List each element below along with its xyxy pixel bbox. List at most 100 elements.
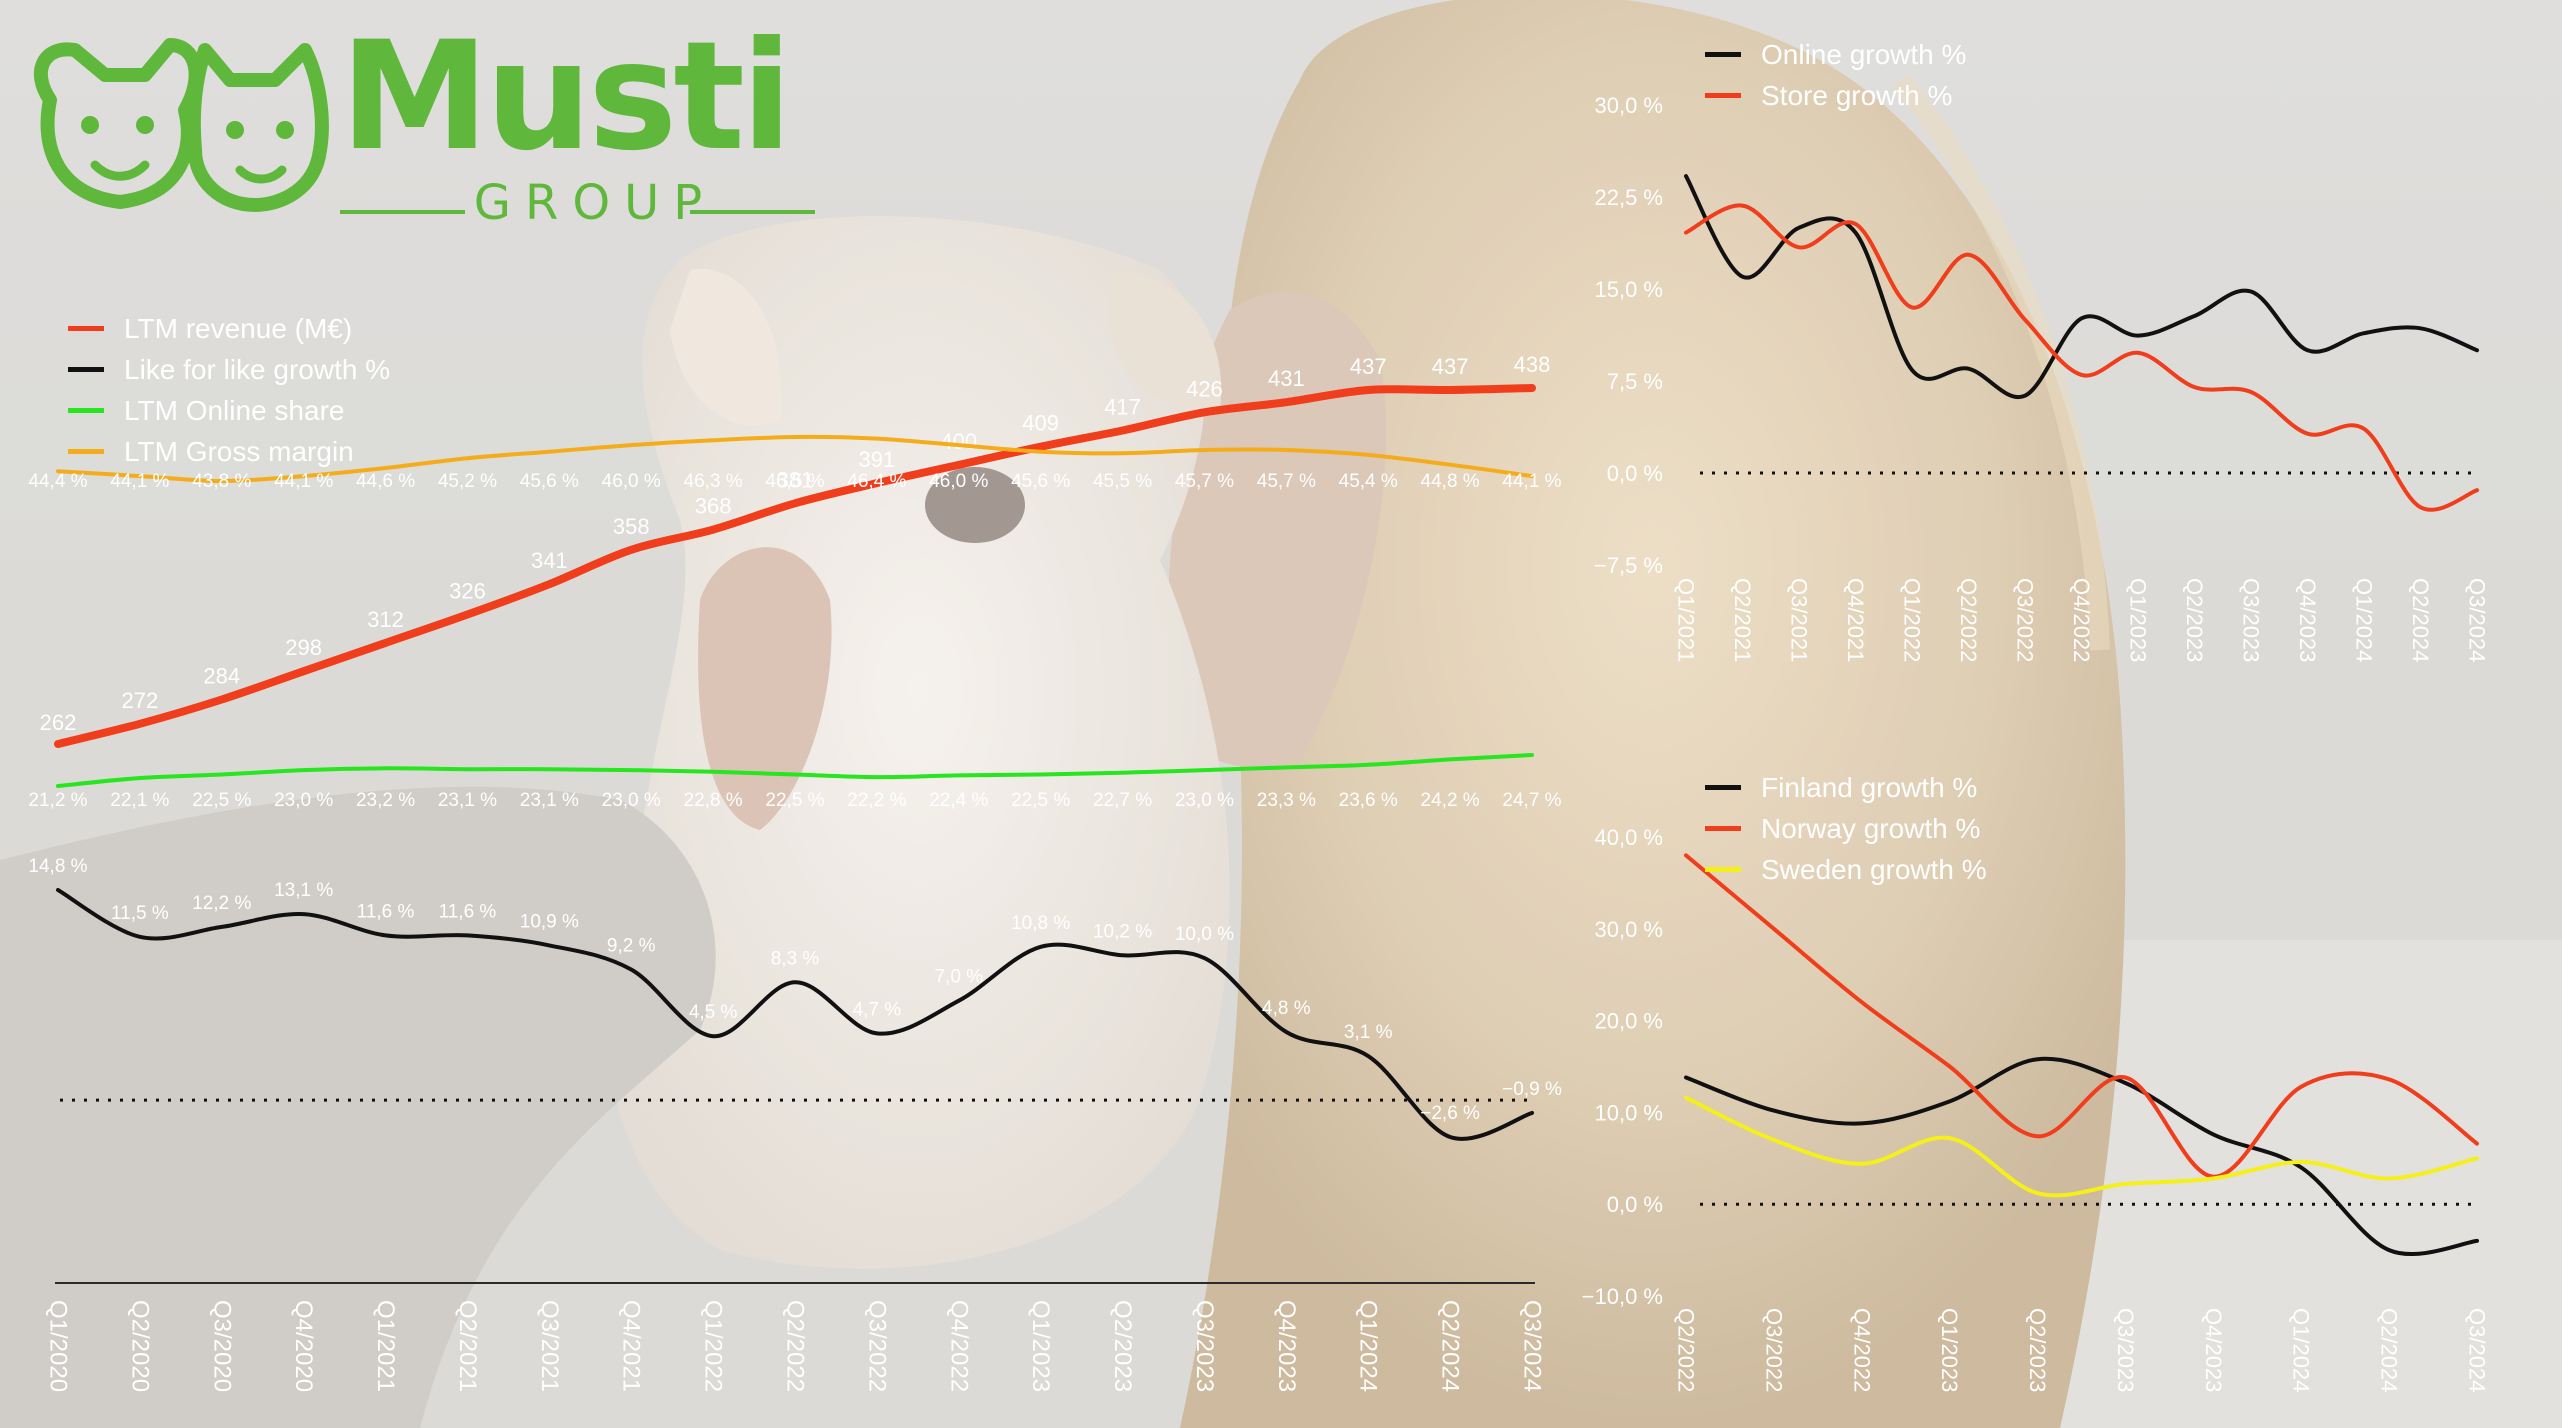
data-label: 23,6 % [1339,790,1398,811]
data-label: 391 [859,447,896,472]
legend-label: Like for like growth % [124,353,391,385]
data-label: 417 [1104,394,1141,419]
data-label: 437 [1432,354,1469,379]
x-tick-label: Q2/2024 [2408,578,2433,662]
data-label: 4,8 % [1262,998,1311,1019]
data-label: 23,2 % [356,790,415,811]
online-store-legend: Online growth % Store growth % [1705,34,1966,116]
x-tick-label: Q4/2022 [1849,1308,1874,1392]
y-tick-label: −7,5 % [1594,553,1663,578]
data-label: 23,0 % [1175,790,1234,811]
data-label: 426 [1186,376,1223,401]
legend-swatch [1705,52,1741,57]
x-tick-label: Q3/2023 [2113,1308,2138,1392]
legend-item: Store growth % [1705,75,1966,116]
legend-label: LTM revenue (M€) [124,312,353,344]
data-label: 7,0 % [934,967,983,988]
y-tick-label: 40,0 % [1595,825,1664,850]
data-label: 438 [1514,352,1551,377]
data-label: 358 [613,514,650,539]
legend-label: Norway growth % [1761,812,1981,844]
data-label: 46,4 % [847,471,906,492]
data-label: 21,2 % [28,790,87,811]
data-label: 24,2 % [1421,790,1480,811]
y-tick-label: 15,0 % [1595,277,1664,302]
data-label: 44,4 % [28,471,87,492]
data-label: 22,2 % [847,790,906,811]
y-tick-label: −10,0 % [1582,1284,1663,1309]
x-tick-label: Q2/2022 [1956,578,1981,662]
y-tick-label: 22,5 % [1595,185,1664,210]
x-tick-label: Q4/2022 [945,1300,972,1392]
data-label: 284 [203,664,240,689]
data-label: 23,3 % [1257,790,1316,811]
x-tick-label: Q1/2020 [45,1300,72,1392]
x-tick-label: Q3/2024 [2465,578,2490,662]
data-label: 22,7 % [1093,790,1152,811]
x-tick-label: Q2/2023 [1109,1300,1136,1392]
x-tick-label: Q1/2024 [1355,1300,1382,1392]
x-tick-label: Q3/2022 [2013,578,2038,662]
x-tick-label: Q1/2022 [1900,578,1925,662]
data-label: 46,5 % [765,471,824,492]
x-tick-label: Q4/2021 [1843,578,1868,662]
data-label: 22,1 % [110,790,169,811]
x-tick-label: Q2/2023 [2182,578,2207,662]
data-label: 45,6 % [1011,471,1070,492]
x-tick-label: Q1/2023 [2126,578,2151,662]
x-tick-label: Q2/2022 [1674,1308,1699,1392]
data-label: 24,7 % [1502,790,1561,811]
data-label: 45,2 % [438,471,497,492]
data-label: 11,5 % [111,903,169,924]
data-label: 9,2 % [607,935,656,956]
data-label: 312 [367,607,404,632]
data-label: 4,5 % [689,1002,738,1023]
logo-rule-left [340,210,465,214]
data-label: 46,0 % [602,471,661,492]
data-label: 23,1 % [438,790,497,811]
legend-item: Sweden growth % [1705,849,1987,890]
x-tick-label: Q2/2022 [782,1300,809,1392]
data-label: 46,0 % [929,471,988,492]
x-tick-label: Q3/2021 [536,1300,563,1392]
data-label: 262 [40,710,77,735]
y-tick-label: 7,5 % [1607,369,1663,394]
y-tick-label: 0,0 % [1607,461,1663,486]
data-label: 3,1 % [1344,1022,1393,1043]
y-tick-label: 30,0 % [1595,917,1664,942]
data-label: 44,1 % [274,471,333,492]
x-tick-label: Q2/2021 [1730,578,1755,662]
legend-label: Store growth % [1761,79,1953,111]
legend-item: LTM Online share [68,390,390,431]
x-tick-label: Q1/2023 [1937,1308,1962,1392]
legend-item: Like for like growth % [68,349,390,390]
data-label: 44,6 % [356,471,415,492]
y-tick-label: 10,0 % [1595,1100,1664,1125]
logo-wordmark: Musti [340,10,792,184]
legend-item: LTM Gross margin [68,431,390,472]
logo-subtitle: GROUP [473,175,717,231]
x-tick-label: Q1/2021 [372,1300,399,1392]
legend-label: Finland growth % [1761,771,1978,803]
legend-swatch [68,408,104,413]
main-legend: LTM revenue (M€) Like for like growth % … [68,308,390,472]
data-label: 45,4 % [1339,471,1398,492]
data-label: 11,6 % [357,901,415,922]
data-label: 14,8 % [28,856,87,877]
x-tick-label: Q1/2023 [1027,1300,1054,1392]
legend-label: Sweden growth % [1761,853,1987,885]
x-tick-label: Q2/2021 [454,1300,481,1392]
series-line [1684,203,2479,512]
legend-item: LTM revenue (M€) [68,308,390,349]
y-tick-label: 0,0 % [1607,1192,1663,1217]
data-label: 341 [531,548,568,573]
legend-label: LTM Gross margin [124,435,354,467]
x-tick-label: Q3/2020 [208,1300,235,1392]
legend-swatch [1705,826,1741,831]
data-label: 10,2 % [1093,921,1152,942]
data-label: 11,6 % [439,901,497,922]
data-label: 45,7 % [1257,471,1316,492]
data-label: 4,7 % [853,999,902,1020]
